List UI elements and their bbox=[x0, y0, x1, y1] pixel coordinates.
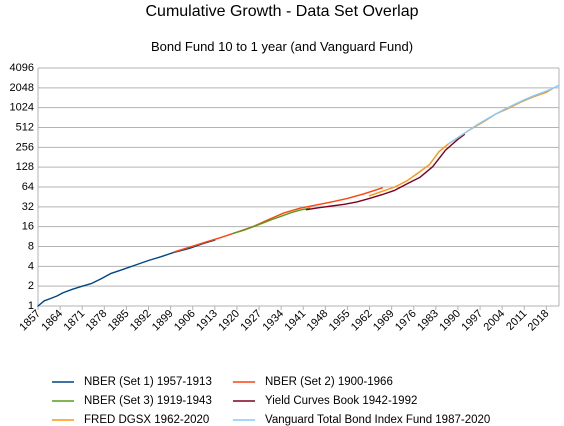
series-line bbox=[305, 133, 465, 211]
x-tick-label: 1990 bbox=[437, 308, 463, 334]
y-tick-label: 8 bbox=[28, 241, 34, 253]
y-tick-label: 16 bbox=[22, 221, 34, 233]
x-tick-label: 1934 bbox=[260, 308, 286, 334]
series-lines bbox=[37, 84, 560, 307]
legend-entry: Vanguard Total Bond Index Fund 1987-2020 bbox=[265, 414, 490, 426]
x-tick-label: 1941 bbox=[283, 308, 309, 334]
x-tick-label: 1864 bbox=[39, 308, 65, 334]
x-tick-label: 2011 bbox=[504, 308, 529, 333]
legend-entry: FRED DGSX 1962-2020 bbox=[84, 414, 209, 426]
x-tick-label: 1962 bbox=[349, 308, 375, 334]
legend-entry: Yield Curves Book 1942-1992 bbox=[265, 395, 417, 407]
legend-entry: NBER (Set 3) 1919-1943 bbox=[84, 395, 212, 407]
series-line bbox=[368, 87, 554, 197]
y-tick-label: 1 bbox=[28, 300, 34, 312]
series-line bbox=[37, 239, 216, 307]
chart-title: Cumulative Growth - Data Set Overlap bbox=[146, 3, 419, 20]
x-tick-label: 1892 bbox=[128, 308, 154, 334]
chart-subtitle: Bond Fund 10 to 1 year (and Vanguard Fun… bbox=[151, 39, 413, 54]
x-tick-label: 2004 bbox=[481, 308, 507, 334]
y-tick-label: 1024 bbox=[10, 102, 34, 114]
series-line bbox=[233, 207, 311, 234]
x-tick-label: 1885 bbox=[106, 308, 132, 334]
x-tick-label: 1983 bbox=[415, 308, 441, 334]
x-tick-label: 1955 bbox=[327, 308, 353, 334]
y-tick-label: 512 bbox=[16, 122, 34, 134]
series-line bbox=[173, 187, 383, 253]
x-tick-label: 1906 bbox=[172, 308, 198, 334]
x-axis-ticks: 1857186418711878188518921899190619131920… bbox=[17, 306, 551, 333]
series-line bbox=[447, 84, 560, 145]
y-tick-label: 2048 bbox=[10, 82, 34, 94]
y-tick-label: 4 bbox=[28, 260, 34, 272]
legend: NBER (Set 1) 1957-1913 NBER (Set 2) 1900-… bbox=[52, 376, 490, 426]
x-tick-label: 1871 bbox=[62, 308, 88, 334]
x-tick-label: 1969 bbox=[371, 308, 397, 334]
y-tick-label: 128 bbox=[16, 161, 34, 173]
x-tick-label: 1927 bbox=[238, 308, 264, 334]
x-tick-label: 1913 bbox=[194, 308, 220, 334]
y-tick-label: 2 bbox=[28, 280, 34, 292]
x-tick-label: 1948 bbox=[305, 308, 331, 334]
x-tick-label: 1976 bbox=[393, 308, 419, 334]
x-tick-label: 1878 bbox=[84, 308, 110, 334]
legend-entry: NBER (Set 1) 1957-1913 bbox=[84, 376, 212, 388]
x-tick-label: 1997 bbox=[459, 308, 485, 334]
y-tick-label: 256 bbox=[16, 141, 34, 153]
gridlines bbox=[37, 67, 560, 307]
legend-entry: NBER (Set 2) 1900-1966 bbox=[265, 376, 393, 388]
x-tick-label: 1899 bbox=[150, 308, 176, 334]
y-tick-label: 4096 bbox=[10, 62, 34, 74]
y-tick-label: 32 bbox=[22, 201, 34, 213]
y-tick-label: 64 bbox=[22, 181, 34, 193]
x-tick-label: 1857 bbox=[17, 308, 43, 334]
y-axis-ticks: 1 2 4 8 16 32 64 128 256 512 1024 2048 4096 bbox=[10, 62, 34, 312]
x-tick-label: 2018 bbox=[526, 308, 552, 334]
x-tick-label: 1920 bbox=[216, 308, 242, 334]
